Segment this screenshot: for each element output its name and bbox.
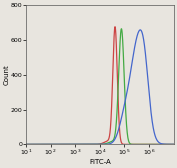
Y-axis label: Count: Count xyxy=(4,65,10,85)
X-axis label: FITC-A: FITC-A xyxy=(89,159,111,164)
